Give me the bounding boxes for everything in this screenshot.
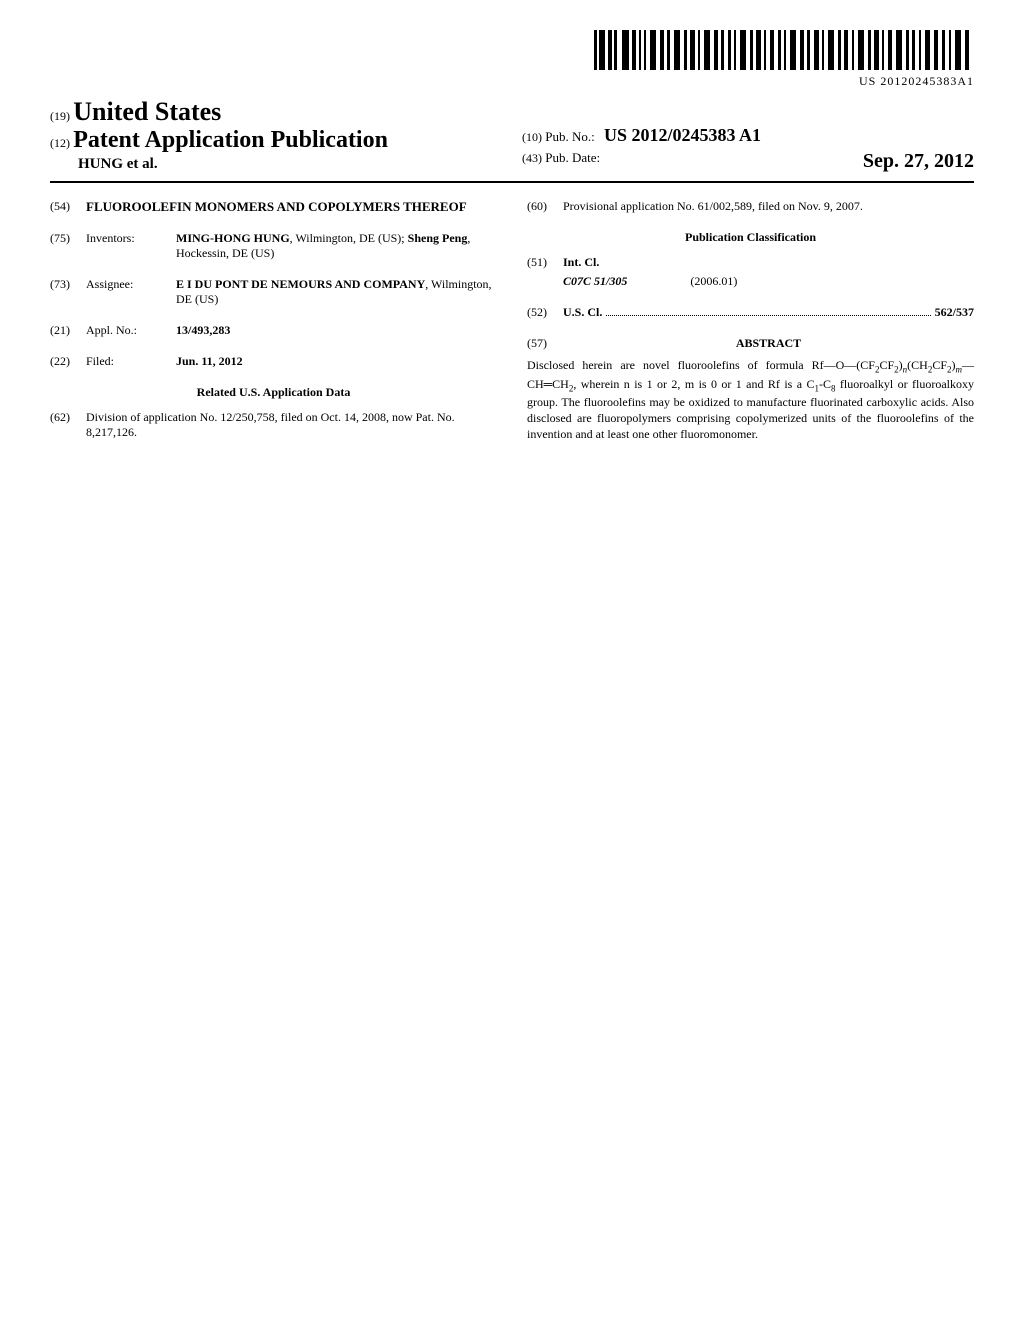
assignee-value: E I DU PONT DE NEMOURS AND COMPANY, Wilm… [176, 277, 497, 307]
uscl-label: U.S. Cl. [563, 305, 602, 320]
inventor-1: MING-HONG HUNG [176, 231, 290, 245]
header-row: (19) United States (12) Patent Applicati… [50, 97, 974, 173]
pub-date: Sep. 27, 2012 [863, 150, 974, 173]
title-code: (54) [50, 199, 86, 215]
inventors-label: Inventors: [86, 231, 176, 261]
inventor-2: Sheng Peng [408, 231, 468, 245]
inventors-code: (75) [50, 231, 86, 261]
provisional-code: (60) [527, 199, 563, 214]
header-left: (19) United States (12) Patent Applicati… [50, 97, 502, 173]
division-text: Division of application No. 12/250,758, … [86, 410, 497, 440]
left-column: (54) FLUOROOLEFIN MONOMERS AND COPOLYMER… [50, 199, 497, 456]
related-heading: Related U.S. Application Data [50, 385, 497, 400]
division-code: (62) [50, 410, 86, 440]
abstract-text: Disclosed herein are novel fluoroolefins… [527, 357, 974, 443]
pub-no-label: Pub. No.: [545, 129, 594, 144]
abstract-heading: ABSTRACT [563, 336, 974, 351]
applno-label: Appl. No.: [86, 323, 176, 338]
country-code: (19) [50, 109, 70, 123]
pub-type: Patent Application Publication [73, 127, 388, 153]
patent-title: FLUOROOLEFIN MONOMERS AND COPOLYMERS THE… [86, 199, 467, 215]
assignee-name: E I DU PONT DE NEMOURS AND COMPANY [176, 277, 425, 291]
inventors-value: MING-HONG HUNG, Wilmington, DE (US); She… [176, 231, 497, 261]
abstract-code: (57) [527, 336, 563, 351]
right-column: (60) Provisional application No. 61/002,… [527, 199, 974, 456]
pub-no: US 2012/0245383 A1 [604, 125, 761, 145]
provisional-text: Provisional application No. 61/002,589, … [563, 199, 974, 214]
intcl-value: C07C 51/305 (2006.01) [563, 274, 974, 289]
applno-code: (21) [50, 323, 86, 338]
authors: HUNG et al. [50, 156, 502, 173]
pub-type-code: (12) [50, 136, 70, 150]
divider [50, 181, 974, 183]
intcl-label: Int. Cl. [563, 255, 974, 270]
header-right: (10) Pub. No.: US 2012/0245383 A1 (43) P… [502, 125, 974, 173]
pub-date-code: (43) [522, 151, 542, 165]
intcl-code: (51) [527, 255, 563, 270]
dotted-line [606, 306, 930, 316]
uscl-value: 562/537 [935, 305, 974, 320]
filed-label: Filed: [86, 354, 176, 369]
main-columns: (54) FLUOROOLEFIN MONOMERS AND COPOLYMER… [50, 199, 974, 456]
filed-code: (22) [50, 354, 86, 369]
assignee-code: (73) [50, 277, 86, 307]
country: United States [73, 97, 221, 126]
filed-value: Jun. 11, 2012 [176, 354, 497, 369]
pub-class-heading: Publication Classification [527, 230, 974, 245]
barcode-section: US 20120245383A1 [50, 30, 974, 89]
barcode-number: US 20120245383A1 [50, 74, 974, 89]
uscl-code: (52) [527, 305, 563, 320]
applno-value: 13/493,283 [176, 323, 497, 338]
assignee-label: Assignee: [86, 277, 176, 307]
pub-date-label: Pub. Date: [545, 150, 600, 165]
pub-no-code: (10) [522, 130, 542, 144]
barcode [594, 30, 974, 70]
